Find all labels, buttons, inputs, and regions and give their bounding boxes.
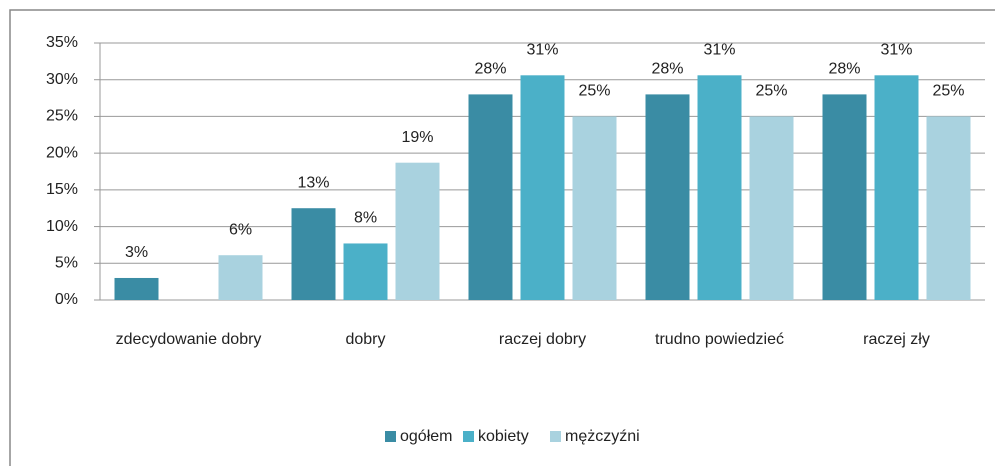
- legend-swatch: [385, 431, 396, 442]
- bar: [749, 116, 794, 300]
- bar: [697, 75, 742, 301]
- x-tick-label: trudno powiedzieć: [655, 331, 784, 348]
- x-tick-label: raczej zły: [863, 331, 930, 348]
- legend-swatch: [550, 431, 561, 442]
- legend-label: mężczyźni: [565, 428, 640, 445]
- legend-label: kobiety: [478, 428, 529, 445]
- bar: [874, 75, 919, 301]
- bar: [343, 243, 388, 300]
- bar: [468, 94, 513, 301]
- data-label: 19%: [401, 129, 433, 146]
- data-label: 31%: [703, 42, 735, 59]
- data-label: 28%: [828, 61, 860, 78]
- x-tick-label: dobry: [345, 331, 386, 348]
- y-tick-label: 5%: [55, 255, 78, 272]
- data-label: 31%: [880, 42, 912, 59]
- bar: [822, 94, 867, 301]
- bar: [520, 75, 565, 301]
- bar: [291, 208, 336, 300]
- bar: [926, 116, 971, 300]
- data-label: 3%: [125, 244, 148, 261]
- y-tick-label: 20%: [46, 144, 78, 161]
- y-tick-label: 35%: [46, 34, 78, 51]
- x-tick-label: raczej dobry: [498, 331, 587, 348]
- data-label: 6%: [229, 221, 252, 238]
- x-tick-label: zdecydowanie dobry: [115, 331, 262, 348]
- bar: [645, 94, 690, 301]
- data-label: 31%: [526, 42, 558, 59]
- y-tick-label: 10%: [46, 218, 78, 235]
- data-label: 8%: [354, 210, 377, 227]
- data-label: 28%: [474, 61, 506, 78]
- frame: [9, 9, 995, 466]
- data-label: 25%: [578, 83, 610, 100]
- bar: [572, 116, 617, 300]
- y-tick-label: 25%: [46, 108, 78, 125]
- bar: [114, 277, 159, 300]
- data-label: 25%: [755, 83, 787, 100]
- legend-swatch: [463, 431, 474, 442]
- legend-label: ogółem: [400, 428, 452, 445]
- bar: [395, 162, 440, 300]
- data-label: 25%: [932, 83, 964, 100]
- bar: [218, 255, 263, 300]
- data-label: 13%: [297, 174, 329, 191]
- y-tick-label: 30%: [46, 71, 78, 88]
- data-label: 28%: [651, 61, 683, 78]
- y-tick-label: 15%: [46, 181, 78, 198]
- y-tick-label: 0%: [55, 291, 78, 308]
